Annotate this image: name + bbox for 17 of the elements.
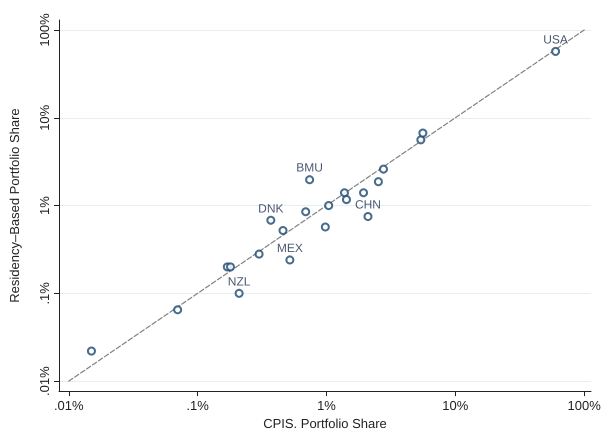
x-tick-label: 100%	[568, 398, 602, 414]
x-tick-label: 1%	[317, 398, 336, 414]
x-tick-label: 10%	[442, 398, 469, 414]
annotation: MEX	[276, 240, 303, 255]
x-tick-label: .1%	[186, 398, 210, 414]
annotation: USA	[543, 32, 568, 46]
annotation: DNK	[258, 201, 284, 216]
x-axis-title: CPIS. Portfolio Share	[263, 416, 387, 431]
x-tick-label: .01%	[54, 398, 84, 414]
y-axis-title: Residency–Based Portfolio Share	[7, 108, 22, 303]
annotation: BMU	[296, 160, 323, 175]
y-tick-label: 10%	[37, 104, 52, 131]
y-tick-label: 100%	[37, 12, 52, 47]
annotation: NZL	[228, 274, 251, 288]
y-tick-label: .1%	[37, 282, 52, 305]
annotation: CHN	[354, 198, 381, 212]
y-tick-label: 1%	[37, 196, 52, 215]
